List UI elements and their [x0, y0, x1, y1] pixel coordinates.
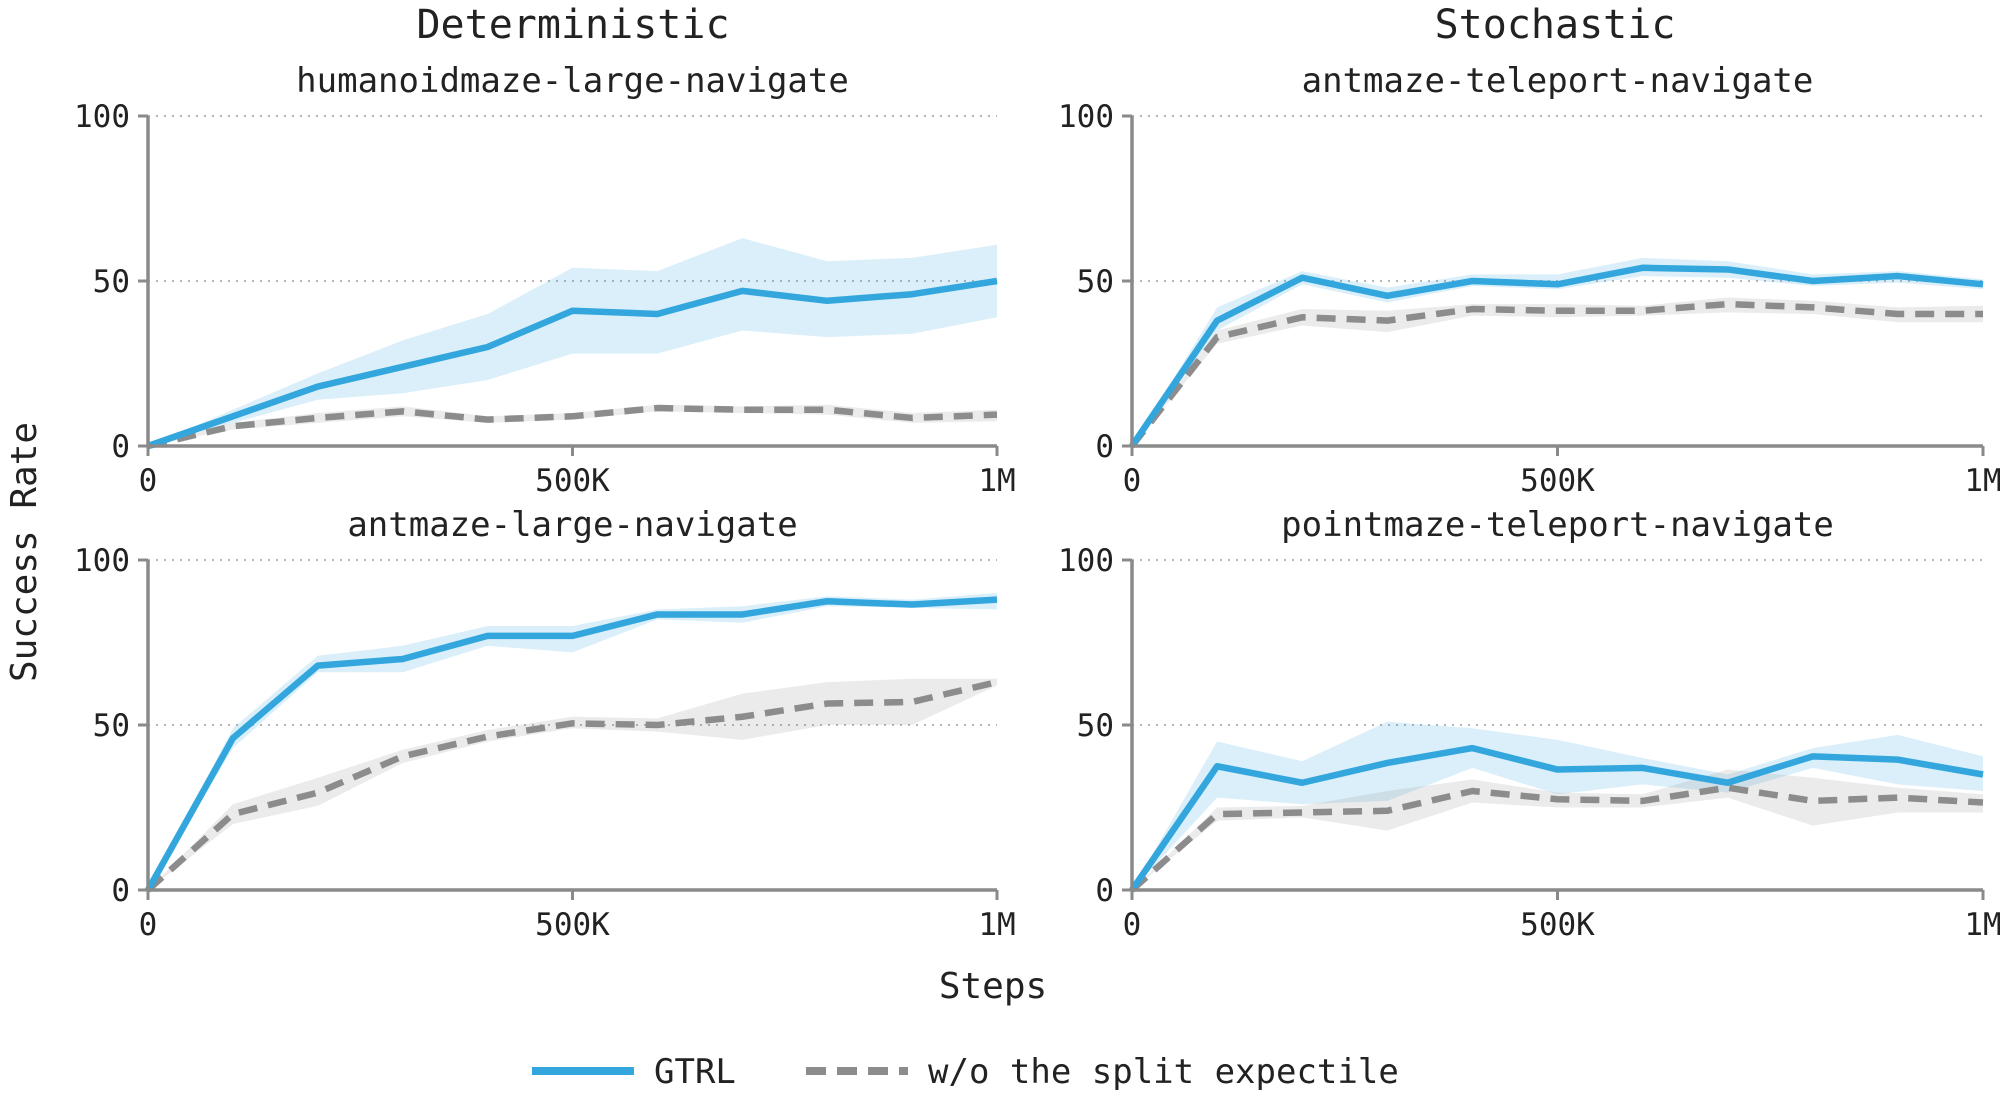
series-line-w-o-the-split-expectile — [1129, 784, 1984, 893]
confidence-band-gtrl — [1132, 721, 1983, 890]
series-line-w-o-the-split-expectile — [147, 404, 998, 450]
y-tick-label: 50 — [93, 264, 130, 300]
column-title-deterministic: Deterministic — [416, 2, 729, 48]
confidence-band-w-o-the-split-expectile — [1132, 297, 1983, 446]
panel-antmaze-teleport-navigate: antmaze-teleport-navigate 0 50 100 0 500K 1M — [1058, 61, 2000, 499]
x-tick-label: 1M — [1964, 463, 2000, 499]
y-tick-label: 50 — [1077, 708, 1114, 744]
y-tick-label: 100 — [1058, 99, 1114, 135]
y-tick-label: 100 — [74, 543, 130, 579]
x-tick-label: 500K — [535, 463, 610, 499]
series-line-w-o-the-split-expectile — [145, 678, 998, 893]
column-title-stochastic: Stochastic — [1435, 2, 1676, 48]
panel-antmaze-large-navigate: antmaze-large-navigate 0 50 100 0 500K 1M — [74, 505, 1016, 943]
x-tick-label: 500K — [1520, 463, 1595, 499]
x-tick-label: 500K — [1520, 907, 1595, 943]
panels: humanoidmaze-large-navigate 0 50 100 0 500K 1M… — [74, 61, 2000, 943]
y-tick-label: 0 — [1095, 873, 1114, 909]
x-tick-label: 0 — [139, 907, 158, 943]
panel-title: antmaze-large-navigate — [347, 505, 797, 545]
y-tick-label: 100 — [74, 99, 130, 135]
x-tick-label: 0 — [1123, 907, 1142, 943]
panel-title: humanoidmaze-large-navigate — [296, 61, 849, 101]
y-tick-label: 50 — [1077, 264, 1114, 300]
confidence-band-gtrl — [148, 238, 997, 446]
series-line-w-o-the-split-expectile — [1129, 300, 1983, 449]
confidence-band-w-o-the-split-expectile — [1132, 769, 1983, 890]
series-line-gtrl — [146, 277, 998, 450]
y-tick-label: 100 — [1058, 543, 1114, 579]
series-line-gtrl — [1129, 744, 1984, 892]
panel-pointmaze-teleport-navigate: pointmaze-teleport-navigate 0 50 100 0 500K 1M — [1058, 505, 2000, 943]
panel-title: antmaze-teleport-navigate — [1302, 61, 1814, 101]
panel-title: pointmaze-teleport-navigate — [1281, 505, 1834, 545]
x-tick-label: 500K — [535, 907, 610, 943]
confidence-band-gtrl — [148, 593, 997, 890]
y-tick-label: 0 — [111, 873, 130, 909]
x-tick-label: 1M — [978, 463, 1015, 499]
y-tick-label: 50 — [93, 708, 130, 744]
legend-label-gtrl: GTRL — [654, 1052, 736, 1092]
x-tick-label: 1M — [978, 907, 1015, 943]
y-tick-label: 0 — [111, 429, 130, 465]
panel-humanoidmaze-large-navigate: humanoidmaze-large-navigate 0 50 100 0 500K 1M — [74, 61, 1016, 499]
x-axis-title: Steps — [939, 966, 1047, 1007]
x-tick-label: 0 — [1123, 463, 1142, 499]
x-tick-label: 1M — [1964, 907, 2000, 943]
confidence-band-w-o-the-split-expectile — [148, 678, 997, 890]
series-line-gtrl — [1129, 264, 1984, 448]
x-tick-label: 0 — [139, 463, 158, 499]
legend-label-no-split-expectile: w/o the split expectile — [928, 1052, 1399, 1092]
series-line-gtrl — [145, 596, 998, 892]
y-axis-title: Success Rate — [4, 422, 45, 682]
y-tick-label: 0 — [1095, 429, 1114, 465]
legend: GTRL w/o the split expectile — [532, 1052, 1399, 1092]
